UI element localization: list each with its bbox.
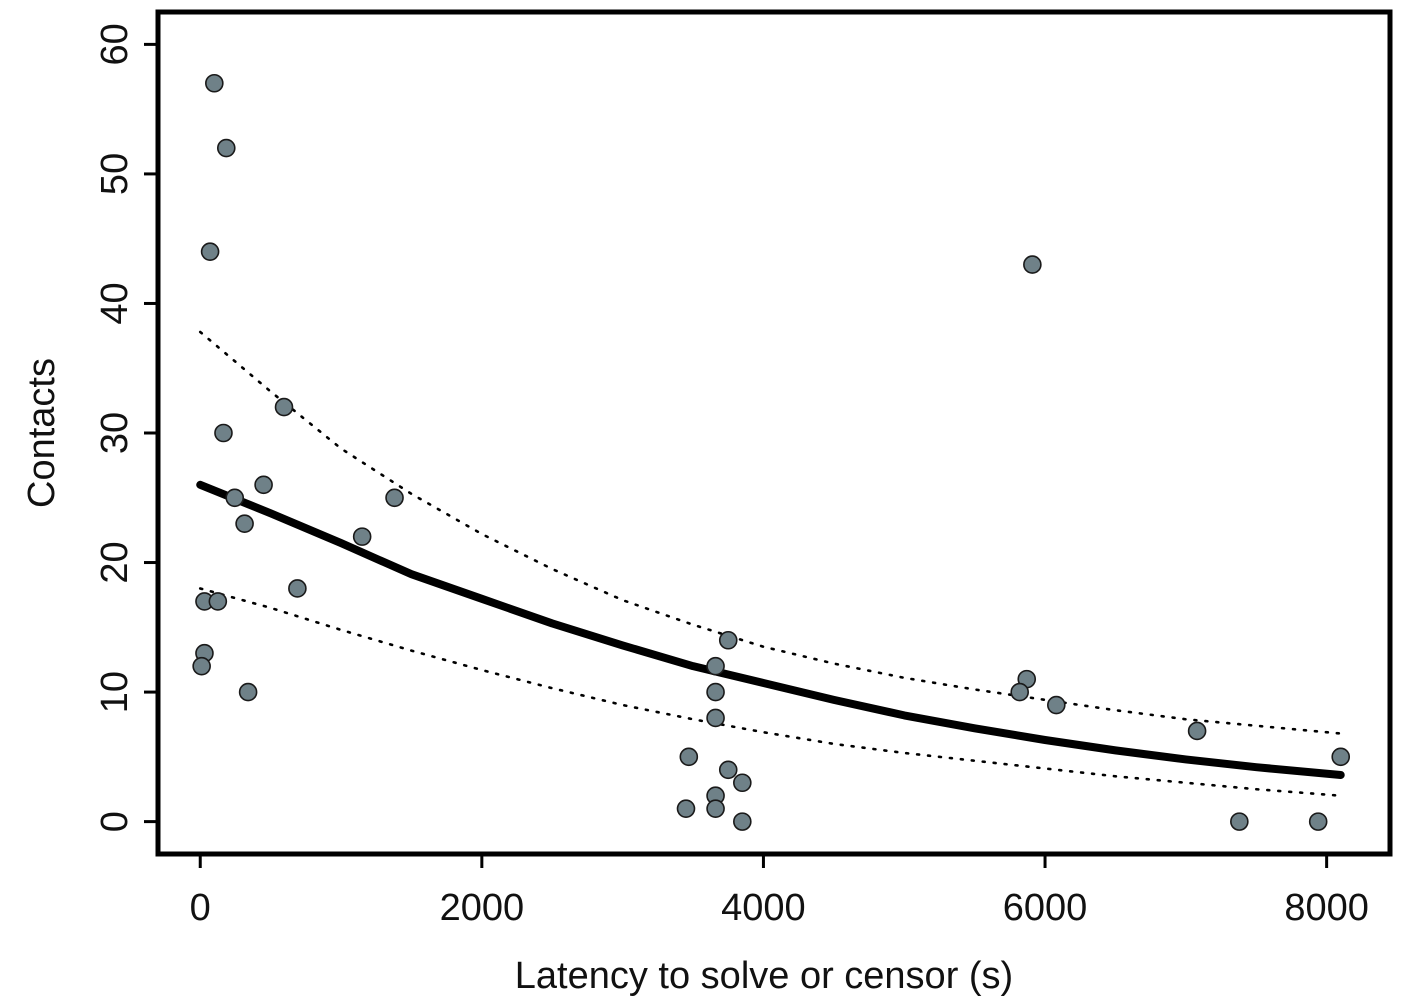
data-point: [1308, 812, 1328, 831]
confidence-bands: [198, 330, 1343, 798]
y-tick-label: 50: [94, 153, 136, 195]
y-tick-label: 30: [94, 412, 136, 454]
fitted-curve: [196, 480, 1345, 779]
data-point: [706, 656, 725, 676]
data-point: [706, 708, 725, 728]
data-point: [192, 656, 211, 676]
y-axis-label: Contacts: [21, 358, 63, 508]
data-point: [205, 73, 224, 93]
data-point: [214, 423, 233, 443]
data-point: [385, 488, 404, 508]
data-point: [733, 773, 752, 793]
x-axis-label: Latency to solve or censor (s): [515, 955, 1013, 997]
data-point: [676, 799, 696, 818]
data-point: [254, 475, 273, 495]
y-tick-label: 40: [94, 282, 136, 324]
data-points: [192, 73, 1351, 831]
data-point: [208, 592, 228, 611]
data-point: [1331, 747, 1351, 767]
data-point: [352, 527, 372, 546]
data-point: [216, 138, 236, 158]
x-tick-label: 2000: [440, 887, 525, 929]
y-tick-label: 0: [94, 811, 136, 832]
x-tick-label: 0: [190, 887, 211, 929]
x-tick-label: 4000: [721, 887, 806, 929]
plot-frame: [155, 9, 1393, 857]
x-tick-label: 6000: [1003, 887, 1088, 929]
data-point: [706, 682, 725, 702]
y-tick-label: 10: [94, 671, 136, 713]
data-point: [1010, 682, 1029, 702]
data-point: [718, 760, 738, 780]
y-tick-label: 60: [94, 23, 136, 65]
fitted-curve-layer: [196, 480, 1345, 779]
x-tick-label: 8000: [1284, 887, 1369, 929]
ci-upper-line: [198, 330, 1343, 735]
data-point: [706, 799, 725, 818]
ci-lower-line: [198, 587, 1343, 798]
data-point: [288, 579, 307, 598]
data-point: [235, 514, 254, 533]
data-point: [679, 747, 699, 767]
data-point: [1023, 255, 1042, 274]
data-point: [200, 242, 220, 261]
data-point: [238, 682, 258, 702]
axis-ticks: 0 2000 4000 6000 8000 0 10 20 30 40 50 60: [94, 23, 1369, 929]
data-point: [225, 488, 245, 508]
data-point: [733, 812, 752, 831]
data-point: [1187, 721, 1207, 741]
data-point: [1230, 812, 1249, 831]
data-point: [1047, 695, 1066, 715]
data-point: [718, 630, 738, 650]
data-point: [274, 397, 294, 417]
y-tick-label: 20: [94, 541, 136, 583]
